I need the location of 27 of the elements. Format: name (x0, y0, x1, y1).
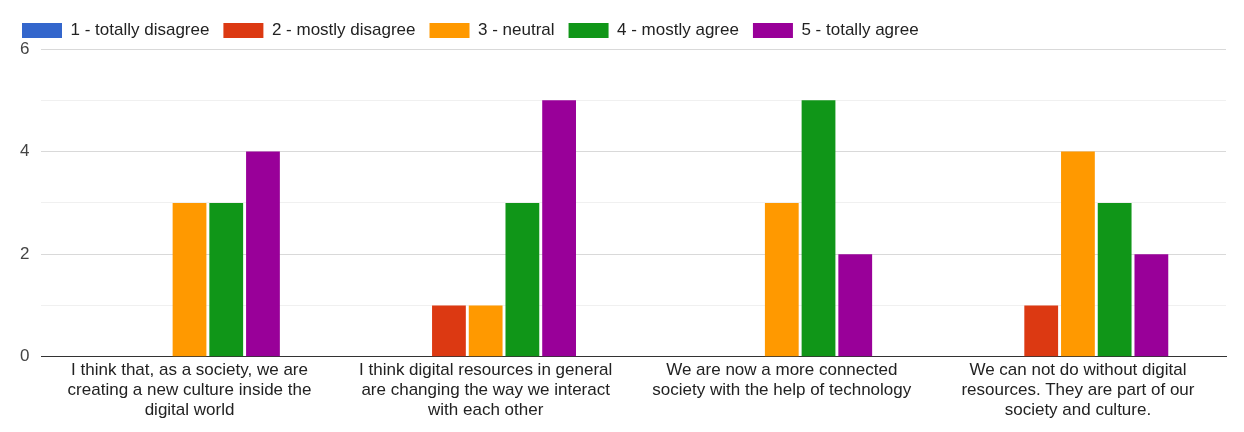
x-tick-label: We can not do without digital resources. They are part of our society and culture. (961, 359, 1195, 420)
legend-label: 5 - totally agree (801, 20, 919, 40)
y-tick-label: 4 (19, 141, 30, 161)
bar (764, 202, 799, 357)
bar (468, 305, 503, 357)
bar (172, 202, 207, 357)
y-tick-label: 2 (19, 243, 30, 263)
bar (801, 100, 836, 357)
x-tick-label: I think that, as a society, we are creating a new culture inside the digital world (67, 359, 312, 420)
bar (1061, 151, 1095, 357)
bar (1134, 254, 1169, 357)
x-tick-label: I think digital resources in general are changing the way we interact with each other (359, 359, 613, 420)
bar (838, 254, 873, 357)
bar (209, 202, 244, 357)
y-tick-label: 6 (19, 38, 30, 58)
bar (432, 305, 466, 357)
x-tick-label: We are now a more connected society with the help of technology (652, 359, 912, 400)
y-tick-label: 0 (19, 346, 30, 366)
bar (1097, 202, 1132, 357)
legend-label: 4 - mostly agree (617, 20, 739, 40)
bar (505, 202, 540, 357)
legend-label: 1 - totally disagree (70, 20, 210, 40)
bar (542, 100, 576, 357)
bar (246, 151, 280, 357)
legend-label: 2 - mostly disagree (271, 20, 416, 40)
legend-label: 3 - neutral (478, 20, 555, 40)
bar (1024, 305, 1059, 357)
